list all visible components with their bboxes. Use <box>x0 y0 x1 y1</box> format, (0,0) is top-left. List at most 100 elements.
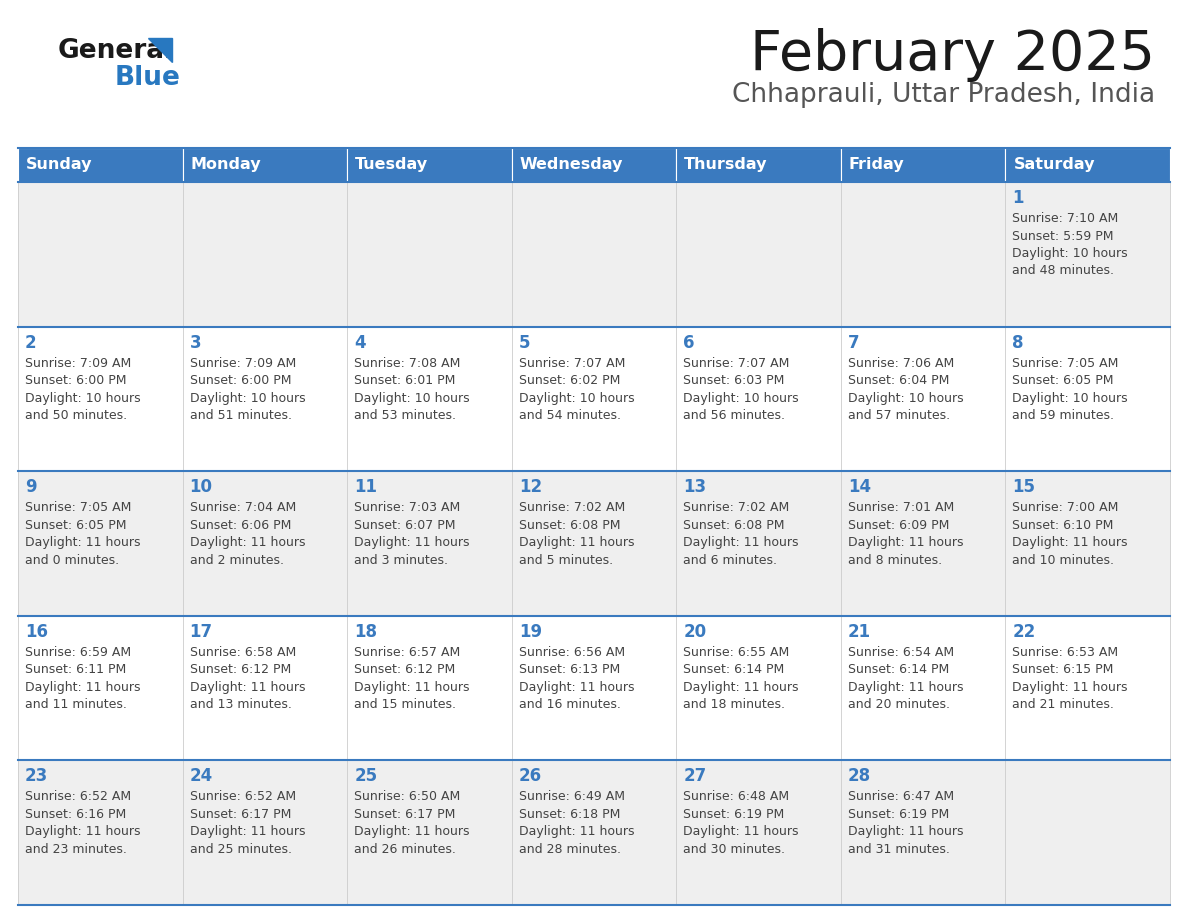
Text: and 23 minutes.: and 23 minutes. <box>25 843 127 856</box>
Text: Daylight: 11 hours: Daylight: 11 hours <box>519 825 634 838</box>
Text: Sunrise: 6:54 AM: Sunrise: 6:54 AM <box>848 645 954 659</box>
Text: Sunset: 6:14 PM: Sunset: 6:14 PM <box>683 664 784 677</box>
Text: Sunset: 5:59 PM: Sunset: 5:59 PM <box>1012 230 1114 242</box>
Text: Sunset: 6:18 PM: Sunset: 6:18 PM <box>519 808 620 821</box>
Bar <box>1005 471 1170 616</box>
Text: 16: 16 <box>25 622 48 641</box>
Text: Sunrise: 6:52 AM: Sunrise: 6:52 AM <box>25 790 131 803</box>
Text: Sunrise: 6:58 AM: Sunrise: 6:58 AM <box>190 645 296 659</box>
Text: Daylight: 11 hours: Daylight: 11 hours <box>25 681 140 694</box>
Bar <box>512 148 676 182</box>
Text: and 54 minutes.: and 54 minutes. <box>519 409 620 422</box>
Bar <box>512 760 676 905</box>
Text: and 10 minutes.: and 10 minutes. <box>1012 554 1114 566</box>
Text: Sunset: 6:10 PM: Sunset: 6:10 PM <box>1012 519 1114 532</box>
Text: and 21 minutes.: and 21 minutes. <box>1012 699 1114 711</box>
Bar <box>512 471 676 616</box>
Text: and 11 minutes.: and 11 minutes. <box>25 699 127 711</box>
Bar <box>347 327 512 471</box>
Text: 15: 15 <box>1012 478 1036 497</box>
Text: Sunrise: 7:08 AM: Sunrise: 7:08 AM <box>354 356 461 370</box>
Text: 11: 11 <box>354 478 377 497</box>
Text: Sunrise: 7:09 AM: Sunrise: 7:09 AM <box>190 356 296 370</box>
Bar <box>183 471 347 616</box>
Text: Daylight: 11 hours: Daylight: 11 hours <box>848 536 963 549</box>
Text: Sunrise: 7:07 AM: Sunrise: 7:07 AM <box>519 356 625 370</box>
Text: Sunrise: 7:03 AM: Sunrise: 7:03 AM <box>354 501 461 514</box>
Text: 23: 23 <box>25 767 49 786</box>
Text: 28: 28 <box>848 767 871 786</box>
Text: Daylight: 10 hours: Daylight: 10 hours <box>1012 247 1129 260</box>
Text: Blue: Blue <box>115 65 181 91</box>
Text: and 57 minutes.: and 57 minutes. <box>848 409 950 422</box>
Text: Sunset: 6:12 PM: Sunset: 6:12 PM <box>190 664 291 677</box>
Text: Daylight: 10 hours: Daylight: 10 hours <box>25 392 140 405</box>
Text: Sunset: 6:02 PM: Sunset: 6:02 PM <box>519 375 620 387</box>
Bar <box>841 760 1005 905</box>
Text: 4: 4 <box>354 333 366 352</box>
Text: 7: 7 <box>848 333 859 352</box>
Bar <box>512 182 676 327</box>
Text: and 59 minutes.: and 59 minutes. <box>1012 409 1114 422</box>
Bar <box>841 148 1005 182</box>
Text: Friday: Friday <box>849 158 904 173</box>
Bar <box>18 148 183 182</box>
Text: Sunrise: 6:47 AM: Sunrise: 6:47 AM <box>848 790 954 803</box>
Text: Sunrise: 7:07 AM: Sunrise: 7:07 AM <box>683 356 790 370</box>
Text: Sunrise: 6:55 AM: Sunrise: 6:55 AM <box>683 645 790 659</box>
Text: 27: 27 <box>683 767 707 786</box>
Text: 14: 14 <box>848 478 871 497</box>
Text: Sunset: 6:17 PM: Sunset: 6:17 PM <box>190 808 291 821</box>
Bar <box>676 471 841 616</box>
Bar <box>18 471 183 616</box>
Text: Sunset: 6:05 PM: Sunset: 6:05 PM <box>1012 375 1114 387</box>
Text: February 2025: February 2025 <box>750 28 1155 82</box>
Text: 10: 10 <box>190 478 213 497</box>
Text: Sunset: 6:00 PM: Sunset: 6:00 PM <box>25 375 126 387</box>
Text: 6: 6 <box>683 333 695 352</box>
Text: Daylight: 11 hours: Daylight: 11 hours <box>519 681 634 694</box>
Text: Sunset: 6:03 PM: Sunset: 6:03 PM <box>683 375 784 387</box>
Text: Daylight: 11 hours: Daylight: 11 hours <box>354 825 469 838</box>
Text: and 8 minutes.: and 8 minutes. <box>848 554 942 566</box>
Text: 22: 22 <box>1012 622 1036 641</box>
Text: 18: 18 <box>354 622 377 641</box>
Text: and 13 minutes.: and 13 minutes. <box>190 699 291 711</box>
Text: Daylight: 11 hours: Daylight: 11 hours <box>354 536 469 549</box>
Text: Daylight: 11 hours: Daylight: 11 hours <box>1012 536 1127 549</box>
Text: and 26 minutes.: and 26 minutes. <box>354 843 456 856</box>
Bar <box>512 616 676 760</box>
Text: Thursday: Thursday <box>684 158 767 173</box>
Text: 19: 19 <box>519 622 542 641</box>
Bar <box>1005 760 1170 905</box>
Text: and 28 minutes.: and 28 minutes. <box>519 843 620 856</box>
Text: 20: 20 <box>683 622 707 641</box>
Text: Tuesday: Tuesday <box>355 158 428 173</box>
Bar <box>347 471 512 616</box>
Text: and 50 minutes.: and 50 minutes. <box>25 409 127 422</box>
Text: Sunrise: 7:05 AM: Sunrise: 7:05 AM <box>1012 356 1119 370</box>
Bar <box>18 327 183 471</box>
Text: 1: 1 <box>1012 189 1024 207</box>
Bar <box>676 148 841 182</box>
Text: and 31 minutes.: and 31 minutes. <box>848 843 949 856</box>
Text: 17: 17 <box>190 622 213 641</box>
Text: Daylight: 11 hours: Daylight: 11 hours <box>519 536 634 549</box>
Text: Sunrise: 7:04 AM: Sunrise: 7:04 AM <box>190 501 296 514</box>
Bar <box>1005 148 1170 182</box>
Text: Sunset: 6:17 PM: Sunset: 6:17 PM <box>354 808 455 821</box>
Text: Daylight: 11 hours: Daylight: 11 hours <box>190 536 305 549</box>
Text: and 53 minutes.: and 53 minutes. <box>354 409 456 422</box>
Text: and 56 minutes.: and 56 minutes. <box>683 409 785 422</box>
Bar <box>18 182 183 327</box>
Bar <box>841 471 1005 616</box>
Text: and 48 minutes.: and 48 minutes. <box>1012 264 1114 277</box>
Bar <box>676 616 841 760</box>
Bar <box>512 327 676 471</box>
Text: Daylight: 11 hours: Daylight: 11 hours <box>25 825 140 838</box>
Text: Sunset: 6:00 PM: Sunset: 6:00 PM <box>190 375 291 387</box>
Bar <box>676 182 841 327</box>
Bar <box>1005 182 1170 327</box>
Text: and 25 minutes.: and 25 minutes. <box>190 843 291 856</box>
Text: Daylight: 10 hours: Daylight: 10 hours <box>1012 392 1129 405</box>
